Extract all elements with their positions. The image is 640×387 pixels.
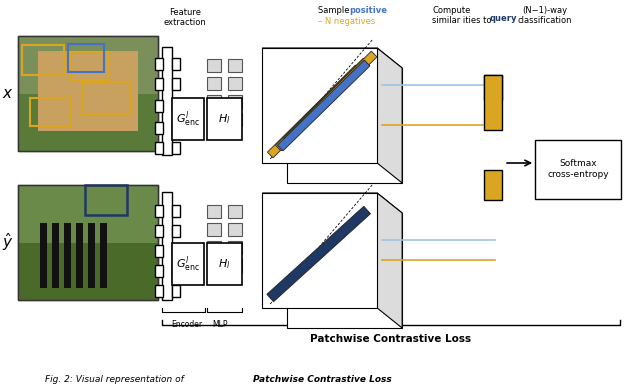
Bar — [85, 185, 127, 215]
Polygon shape — [262, 48, 402, 68]
Bar — [156, 245, 163, 257]
Bar — [172, 78, 180, 90]
Bar — [172, 245, 180, 257]
Bar — [22, 45, 65, 75]
Bar — [19, 185, 158, 300]
Bar — [484, 75, 502, 100]
Bar — [76, 223, 83, 288]
Polygon shape — [287, 213, 402, 328]
Text: Compute
similar ities to: Compute similar ities to — [432, 6, 494, 26]
Text: $\hat{y}$: $\hat{y}$ — [1, 231, 13, 253]
Bar — [207, 259, 221, 272]
Text: Softmax
cross-entropy: Softmax cross-entropy — [547, 159, 609, 179]
Polygon shape — [277, 60, 370, 151]
Bar — [19, 94, 158, 151]
Bar — [207, 205, 221, 218]
Bar — [156, 122, 163, 134]
Text: positive: positive — [349, 6, 387, 15]
Polygon shape — [268, 65, 361, 158]
Polygon shape — [267, 206, 371, 302]
Text: – N negatives: – N negatives — [318, 17, 376, 26]
Bar — [207, 241, 221, 254]
Text: Feature
extraction: Feature extraction — [164, 8, 207, 27]
Bar — [163, 192, 172, 300]
Bar — [156, 142, 163, 154]
Bar — [228, 223, 242, 236]
Text: Patchwise Contrastive Loss: Patchwise Contrastive Loss — [310, 334, 470, 344]
Bar — [172, 142, 180, 154]
Bar — [172, 205, 180, 217]
Bar — [40, 223, 112, 288]
Bar — [68, 44, 104, 72]
Bar — [156, 225, 163, 237]
FancyBboxPatch shape — [172, 98, 204, 140]
Bar — [156, 100, 163, 112]
Bar — [228, 205, 242, 218]
Polygon shape — [377, 48, 402, 183]
Bar — [163, 47, 172, 155]
Bar — [172, 122, 180, 134]
Text: query: query — [490, 14, 518, 23]
Bar — [70, 52, 108, 80]
Bar — [19, 185, 158, 300]
Polygon shape — [377, 193, 402, 328]
Polygon shape — [262, 48, 377, 163]
Bar — [207, 59, 221, 72]
Bar — [156, 265, 163, 277]
Bar — [83, 82, 131, 114]
Bar — [52, 223, 60, 288]
Bar — [228, 77, 242, 90]
Text: Patchwise Contrastive Loss: Patchwise Contrastive Loss — [253, 375, 392, 384]
Polygon shape — [262, 193, 377, 308]
Text: $G^l_{\mathrm{enc}}$: $G^l_{\mathrm{enc}}$ — [176, 254, 200, 274]
Bar — [156, 78, 163, 90]
Text: Encoder: Encoder — [172, 320, 203, 329]
Bar — [172, 100, 180, 112]
Bar — [228, 59, 242, 72]
Bar — [19, 243, 158, 300]
Bar — [156, 58, 163, 70]
Text: $G^l_{\mathrm{enc}}$: $G^l_{\mathrm{enc}}$ — [176, 109, 200, 129]
Bar — [172, 265, 180, 277]
Bar — [484, 75, 502, 130]
Bar — [484, 170, 502, 200]
Bar — [172, 58, 180, 70]
Bar — [228, 95, 242, 108]
Polygon shape — [284, 51, 377, 144]
Bar — [228, 113, 242, 126]
Bar — [19, 36, 158, 151]
Bar — [19, 36, 158, 151]
FancyBboxPatch shape — [172, 243, 204, 285]
Text: x: x — [3, 86, 12, 101]
Bar — [100, 223, 108, 288]
Polygon shape — [275, 58, 369, 151]
Bar — [156, 205, 163, 217]
Text: Fig. 2: Visual representation of: Fig. 2: Visual representation of — [45, 375, 187, 384]
Text: (N−1)-way
classification: (N−1)-way classification — [518, 6, 572, 26]
Bar — [172, 225, 180, 237]
Bar — [207, 77, 221, 90]
Text: MLP: MLP — [212, 320, 228, 329]
Polygon shape — [287, 68, 402, 183]
Bar — [65, 223, 71, 288]
FancyBboxPatch shape — [535, 140, 621, 199]
Text: $H_l$: $H_l$ — [218, 112, 230, 126]
Bar — [156, 285, 163, 297]
Text: Sample: Sample — [318, 6, 352, 15]
Bar — [207, 223, 221, 236]
Polygon shape — [262, 193, 402, 213]
Bar — [38, 51, 138, 131]
Bar — [207, 95, 221, 108]
Text: $H_l$: $H_l$ — [218, 257, 230, 271]
Bar — [40, 223, 47, 288]
Bar — [228, 259, 242, 272]
Bar — [228, 241, 242, 254]
Bar — [30, 98, 70, 126]
FancyBboxPatch shape — [207, 243, 242, 285]
Bar — [207, 113, 221, 126]
Bar — [172, 285, 180, 297]
Bar — [88, 223, 95, 288]
FancyBboxPatch shape — [207, 98, 242, 140]
